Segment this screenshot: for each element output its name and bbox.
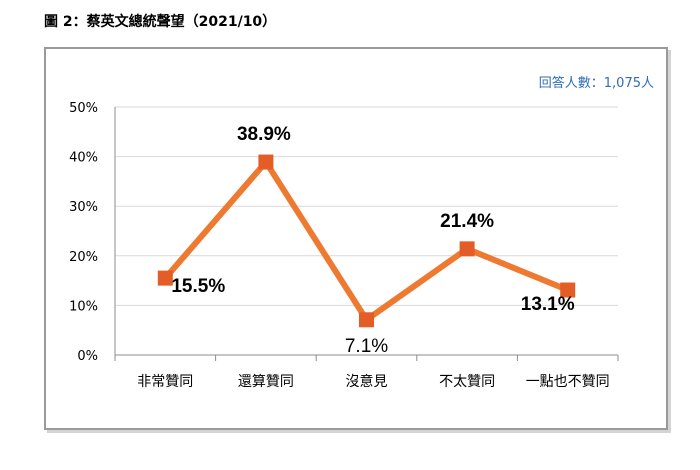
x-tick-label: 一點也不贊同	[526, 374, 610, 390]
data-label: 13.1%	[521, 294, 575, 315]
y-tick-label: 10%	[69, 299, 98, 314]
y-tick-label: 40%	[69, 151, 98, 166]
y-tick-label: 50%	[69, 101, 98, 116]
y-tick-label: 30%	[69, 200, 98, 215]
x-tick-label: 不太贊同	[439, 374, 495, 390]
data-label: 15.5%	[171, 276, 225, 297]
data-label: 21.4%	[440, 211, 494, 232]
data-point	[258, 155, 273, 170]
data-point	[359, 312, 374, 327]
y-tick-label: 0%	[77, 349, 98, 364]
data-label: 7.1%	[345, 336, 388, 357]
x-tick-label: 還算贊同	[238, 374, 294, 390]
data-label: 38.9%	[237, 124, 291, 145]
data-point	[460, 241, 475, 256]
x-tick-label: 沒意見	[346, 373, 388, 390]
x-tick-label: 非常贊同	[137, 374, 193, 390]
series-line	[165, 162, 567, 320]
y-tick-label: 20%	[69, 250, 98, 265]
